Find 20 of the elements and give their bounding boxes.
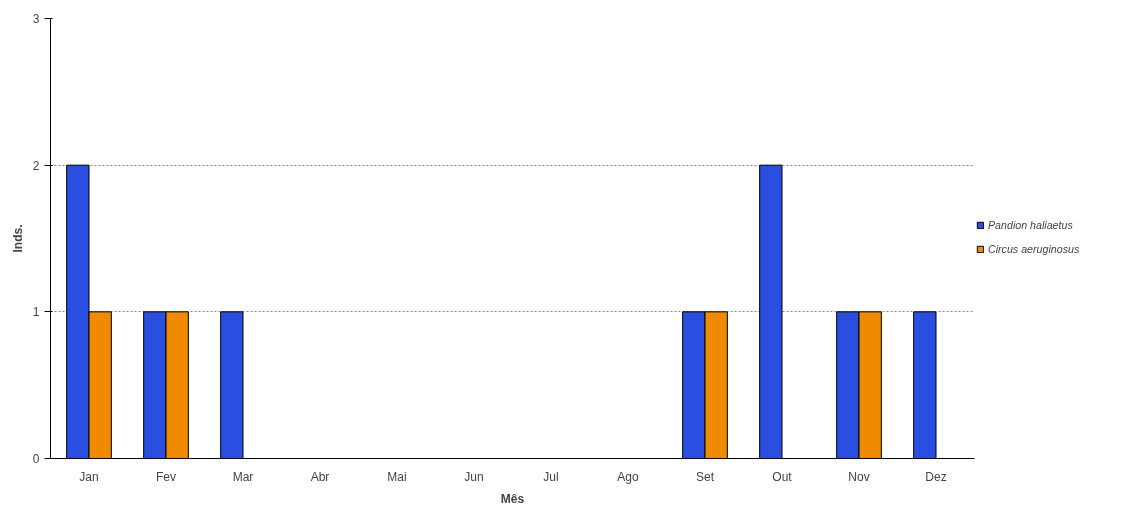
y-tick-label: 2 xyxy=(32,158,40,173)
x-tick-label: Set xyxy=(695,469,715,484)
x-tick-label: Nov xyxy=(848,469,870,484)
y-axis-title: Inds. xyxy=(10,224,25,253)
x-tick-label: Mai xyxy=(387,469,407,484)
x-tick-label: Fev xyxy=(156,469,177,484)
x-axis-title: Mês xyxy=(500,491,525,506)
x-tick-label: Out xyxy=(772,469,793,484)
x-tick-label: Jul xyxy=(543,469,559,484)
legend-label: Pandion haliaetus xyxy=(988,219,1073,231)
y-tick-label: 0 xyxy=(32,452,40,466)
y-tick-label: 3 xyxy=(32,12,40,26)
x-tick-label: Abr xyxy=(310,469,330,484)
y-tick-label: 1 xyxy=(32,305,40,320)
x-tick-label: Ago xyxy=(617,469,639,484)
x-tick-label: Dez xyxy=(925,469,947,484)
x-tick-label: Mar xyxy=(232,469,254,484)
legend-label: Circus aeruginosus xyxy=(988,243,1080,255)
x-tick-label: Jan xyxy=(79,469,99,484)
x-tick-label: Jun xyxy=(464,469,484,484)
